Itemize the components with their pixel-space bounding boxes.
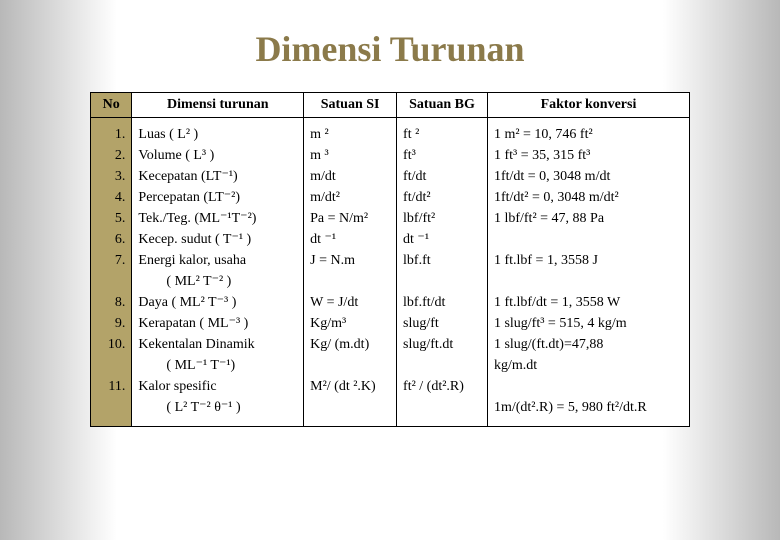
cell-line-no: 10.	[97, 334, 125, 355]
cell-line-faktor: kg/m.dt	[494, 355, 683, 376]
cell-line-si: M²/ (dt ².K)	[310, 376, 390, 397]
cell-line-si: m/dt²	[310, 187, 390, 208]
cell-line-no	[97, 355, 125, 376]
cell-line-bg: slug/ft.dt	[403, 334, 481, 355]
cell-line-faktor	[494, 376, 683, 397]
cell-line-si: Kg/m³	[310, 313, 390, 334]
cell-line-no: 4.	[97, 187, 125, 208]
cell-line-si: m/dt	[310, 166, 390, 187]
cell-faktor: 1 m² = 10, 746 ft²1 ft³ = 35, 315 ft³1ft…	[487, 118, 689, 427]
cell-line-bg: ft² / (dt².R)	[403, 376, 481, 397]
cell-line-faktor: 1ft/dt = 0, 3048 m/dt	[494, 166, 683, 187]
cell-line-no: 9.	[97, 313, 125, 334]
cell-si: m ²m ³m/dtm/dt²Pa = N/m²dt ⁻¹J = N.m W =…	[304, 118, 397, 427]
cell-line-si: Pa = N/m²	[310, 208, 390, 229]
cell-line-bg: ft ²	[403, 124, 481, 145]
cell-dimensi: Luas ( L² )Volume ( L³ )Kecepatan (LT⁻¹)…	[132, 118, 304, 427]
cell-line-bg: lbf.ft/dt	[403, 292, 481, 313]
cell-bg: ft ²ft³ft/dtft/dt²lbf/ft²dt ⁻¹lbf.ft lbf…	[397, 118, 488, 427]
cell-line-bg	[403, 397, 481, 418]
col-header-dimensi: Dimensi turunan	[132, 93, 304, 118]
cell-line-no: 6.	[97, 229, 125, 250]
cell-line-dimensi: Energi kalor, usaha	[138, 250, 297, 271]
cell-line-dimensi: Kalor spesific	[138, 376, 297, 397]
cell-line-no: 1.	[97, 124, 125, 145]
cell-line-faktor	[494, 271, 683, 292]
cell-line-no: 3.	[97, 166, 125, 187]
cell-line-si: Kg/ (m.dt)	[310, 334, 390, 355]
cell-line-no: 11.	[97, 376, 125, 397]
cell-line-faktor: 1m/(dt².R) = 5, 980 ft²/dt.R	[494, 397, 683, 418]
cell-line-dimensi: Daya ( ML² T⁻³ )	[138, 292, 297, 313]
cell-line-dimensi: ( ML² T⁻² )	[138, 271, 297, 292]
cell-line-dimensi: Luas ( L² )	[138, 124, 297, 145]
dimension-table: No Dimensi turunan Satuan SI Satuan BG F…	[90, 92, 690, 427]
cell-line-bg	[403, 271, 481, 292]
cell-line-dimensi: ( L² T⁻² θ⁻¹ )	[138, 397, 297, 418]
cell-line-faktor: 1 ft³ = 35, 315 ft³	[494, 145, 683, 166]
cell-line-no: 5.	[97, 208, 125, 229]
cell-line-bg: lbf.ft	[403, 250, 481, 271]
table-body-row: 1.2.3.4.5.6.7. 8.9.10. 11. Luas ( L² )Vo…	[91, 118, 690, 427]
cell-line-bg	[403, 355, 481, 376]
cell-line-dimensi: Tek./Teg. (ML⁻¹T⁻²)	[138, 208, 297, 229]
cell-line-si	[310, 271, 390, 292]
col-header-bg: Satuan BG	[397, 93, 488, 118]
cell-line-faktor: 1 ft.lbf = 1, 3558 J	[494, 250, 683, 271]
cell-line-dimensi: ( ML⁻¹ T⁻¹)	[138, 355, 297, 376]
cell-line-faktor: 1 ft.lbf/dt = 1, 3558 W	[494, 292, 683, 313]
cell-no: 1.2.3.4.5.6.7. 8.9.10. 11.	[91, 118, 132, 427]
cell-line-si: m ²	[310, 124, 390, 145]
col-header-si: Satuan SI	[304, 93, 397, 118]
cell-line-bg: ft/dt²	[403, 187, 481, 208]
cell-line-faktor: 1 m² = 10, 746 ft²	[494, 124, 683, 145]
cell-line-bg: ft/dt	[403, 166, 481, 187]
cell-line-dimensi: Kerapatan ( ML⁻³ )	[138, 313, 297, 334]
cell-line-dimensi: Kekentalan Dinamik	[138, 334, 297, 355]
slide-title: Dimensi Turunan	[30, 28, 750, 70]
cell-line-faktor	[494, 229, 683, 250]
cell-line-faktor: 1 slug/(ft.dt)=47,88	[494, 334, 683, 355]
cell-line-no	[97, 397, 125, 418]
cell-line-no: 8.	[97, 292, 125, 313]
slide: Dimensi Turunan No Dimensi turunan Satua…	[0, 0, 780, 540]
cell-line-si	[310, 355, 390, 376]
cell-line-faktor: 1 slug/ft³ = 515, 4 kg/m	[494, 313, 683, 334]
cell-line-bg: ft³	[403, 145, 481, 166]
cell-line-bg: lbf/ft²	[403, 208, 481, 229]
cell-line-no	[97, 271, 125, 292]
cell-line-dimensi: Percepatan (LT⁻²)	[138, 187, 297, 208]
cell-line-si: m ³	[310, 145, 390, 166]
cell-line-dimensi: Kecep. sudut ( T⁻¹ )	[138, 229, 297, 250]
cell-line-si: W = J/dt	[310, 292, 390, 313]
cell-line-faktor: 1ft/dt² = 0, 3048 m/dt²	[494, 187, 683, 208]
cell-line-dimensi: Volume ( L³ )	[138, 145, 297, 166]
cell-line-si: J = N.m	[310, 250, 390, 271]
cell-line-bg: dt ⁻¹	[403, 229, 481, 250]
table-header-row: No Dimensi turunan Satuan SI Satuan BG F…	[91, 93, 690, 118]
cell-line-si: dt ⁻¹	[310, 229, 390, 250]
cell-line-no: 2.	[97, 145, 125, 166]
cell-line-faktor: 1 lbf/ft² = 47, 88 Pa	[494, 208, 683, 229]
cell-line-dimensi: Kecepatan (LT⁻¹)	[138, 166, 297, 187]
cell-line-no: 7.	[97, 250, 125, 271]
cell-line-bg: slug/ft	[403, 313, 481, 334]
cell-line-si	[310, 397, 390, 418]
col-header-faktor: Faktor konversi	[487, 93, 689, 118]
col-header-no: No	[91, 93, 132, 118]
